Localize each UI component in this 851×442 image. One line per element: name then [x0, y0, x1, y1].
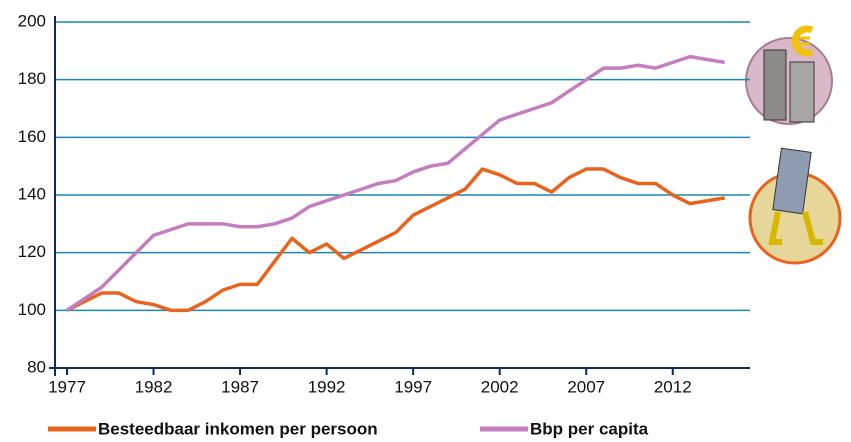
x-tick-label: 1977: [48, 377, 86, 396]
chart: 80 100 120 140 160 180 200 1977 1982 1987 1992 1997…: [0, 0, 851, 442]
euro-illustration: [746, 29, 832, 124]
y-tick-label: 200: [18, 11, 46, 30]
y-tick-label: 160: [18, 127, 46, 146]
legend-label: Besteedbaar inkomen per persoon: [98, 419, 378, 438]
x-tick-label: 1982: [135, 377, 173, 396]
x-tick-label: 1987: [221, 377, 259, 396]
x-tick-label: 1997: [394, 377, 432, 396]
legend-label: Bbp per capita: [530, 419, 649, 438]
y-tick-label: 80: [27, 357, 46, 376]
x-tick-label: 2007: [567, 377, 605, 396]
x-tick-label: 1992: [308, 377, 346, 396]
data-line: [67, 57, 725, 311]
y-tick-label: 180: [18, 69, 46, 88]
x-tick-label: 2012: [654, 377, 692, 396]
y-tick-label: 120: [18, 242, 46, 261]
burden-illustration: [750, 148, 840, 263]
y-tick-label: 140: [18, 184, 46, 203]
x-tick-label: 2002: [481, 377, 519, 396]
y-tick-label: 100: [18, 300, 46, 319]
data-line: [67, 169, 725, 310]
